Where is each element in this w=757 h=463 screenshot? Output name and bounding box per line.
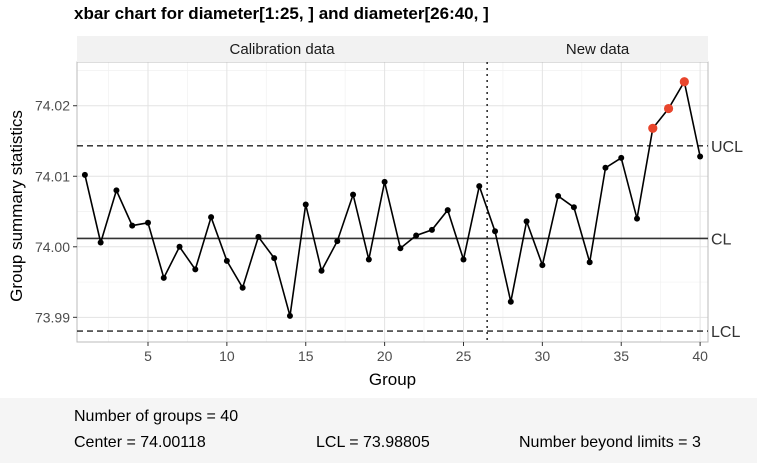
- stats-panel: Number of groups = 40 Center = 74.00118 …: [0, 398, 757, 463]
- x-tick-label: 25: [456, 348, 472, 364]
- strip-background: [77, 36, 708, 62]
- data-point: [570, 204, 577, 211]
- data-point: [271, 255, 278, 262]
- data-point: [144, 219, 151, 226]
- data-point: [413, 232, 420, 239]
- data-point: [334, 238, 341, 245]
- data-point: [428, 226, 435, 233]
- data-point: [81, 171, 88, 178]
- data-point: [208, 214, 215, 221]
- y-tick-label: 74.00: [35, 239, 70, 255]
- lcl-label: LCL: [711, 324, 740, 341]
- x-tick-label: 30: [535, 348, 551, 364]
- series-line: [84, 79, 701, 317]
- x-tick-label: 15: [298, 348, 314, 364]
- stat-center: Center = 74.00118: [74, 434, 206, 451]
- data-point: [492, 228, 499, 235]
- data-point: [444, 207, 451, 214]
- stat-number-of-groups: Number of groups = 40: [74, 408, 239, 425]
- data-point: [129, 222, 136, 229]
- data-point: [223, 257, 230, 264]
- stat-beyond-limits: Number beyond limits = 3: [519, 434, 701, 451]
- series: [81, 77, 704, 319]
- data-point-violation: [648, 123, 658, 133]
- limit-lines: UCL CL LCL: [77, 62, 743, 342]
- x-tick-label: 35: [613, 348, 629, 364]
- data-point: [302, 201, 309, 208]
- data-point: [113, 187, 120, 194]
- cl-label: CL: [711, 231, 732, 248]
- ucl-label: UCL: [711, 139, 743, 156]
- data-point: [460, 256, 467, 263]
- y-tick-label: 74.01: [35, 168, 70, 184]
- data-point: [602, 164, 609, 171]
- x-axis-label: Group: [369, 370, 416, 389]
- panel-background: [77, 62, 708, 342]
- data-point: [350, 191, 357, 198]
- y-tick-label: 74.02: [35, 98, 70, 114]
- x-tick-label: 5: [144, 348, 152, 364]
- chart-title: xbar chart for diameter[1:25, ] and diam…: [74, 4, 489, 23]
- data-point: [192, 266, 199, 273]
- stat-lcl: LCL = 73.98805: [316, 434, 430, 451]
- axes: 73.99 74.00 74.01 74.02 5 10 15 20 25 30 35 40 Group…: [7, 98, 708, 389]
- data-point: [286, 312, 293, 319]
- data-point: [381, 178, 388, 185]
- strip-header: Calibration data New data: [77, 36, 708, 62]
- data-point-violation: [663, 103, 674, 114]
- data-point: [618, 154, 625, 161]
- data-point: [507, 298, 514, 305]
- data-point: [539, 262, 546, 269]
- x-tick-label: 20: [377, 348, 393, 364]
- y-axis-label: Group summary statistics: [7, 110, 26, 302]
- data-point: [397, 245, 404, 252]
- x-tick-label: 10: [219, 348, 235, 364]
- data-point: [318, 267, 325, 274]
- panel-label-new: New data: [566, 41, 630, 58]
- data-point: [697, 153, 704, 160]
- y-tick-label: 73.99: [35, 309, 70, 325]
- data-point: [255, 233, 262, 240]
- data-point: [176, 243, 183, 250]
- data-point: [365, 256, 372, 263]
- plot-panel: [76, 61, 709, 343]
- data-point: [523, 218, 530, 225]
- data-point: [586, 259, 593, 266]
- data-point: [555, 193, 562, 200]
- panel-label-calibration: Calibration data: [230, 41, 336, 58]
- data-point: [97, 239, 104, 246]
- data-point: [160, 274, 167, 281]
- data-point: [634, 215, 641, 222]
- x-tick-label: 40: [692, 348, 708, 364]
- data-point: [239, 284, 246, 291]
- data-point-violation: [679, 77, 689, 87]
- data-point: [476, 183, 483, 190]
